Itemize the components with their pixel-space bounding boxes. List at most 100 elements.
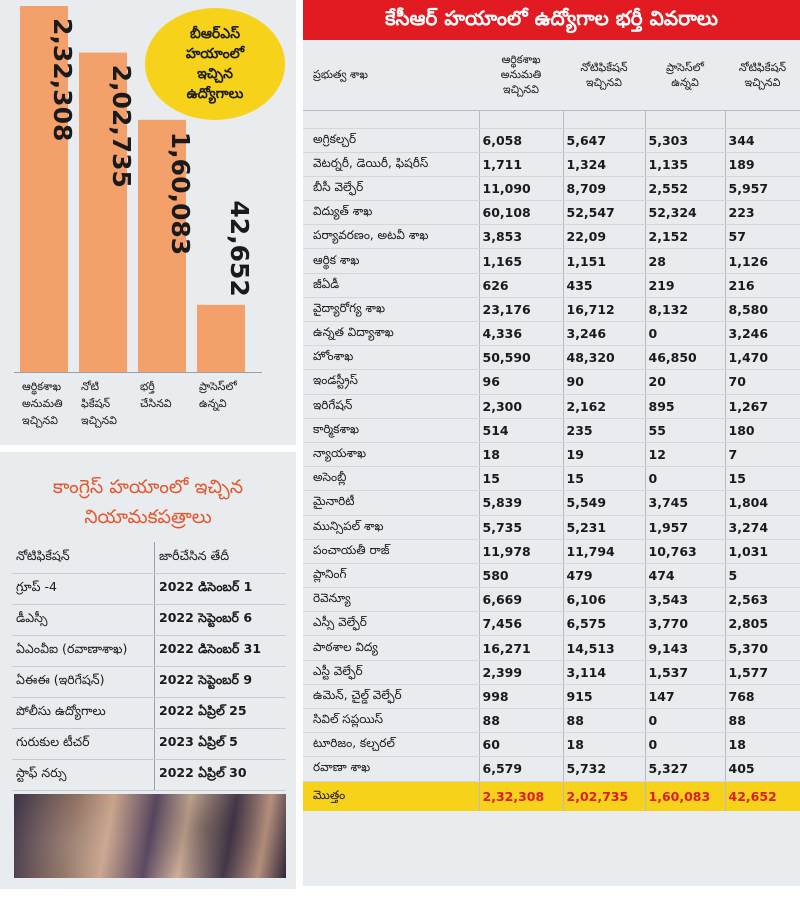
notified-cell: 14,513 [562, 635, 645, 661]
congress-header-row: నోటిఫికేషన్ జారీచేసిన తేదీ [12, 542, 286, 574]
congress-date: 2022 సెప్టెంబర్ 9 [154, 666, 286, 698]
brs-bubble: బీఆర్ఎస్ హయాంలో ఇచ్చిన ఉద్యోగాలు [145, 8, 285, 120]
department-name-cell: కార్మికశాఖ [303, 418, 479, 443]
congress-row: డీఎస్సీ 2022 సెప్టెంబర్ 6 [12, 604, 286, 636]
finance-approved-cell: 2,300 [478, 394, 563, 419]
notified-cell: 15 [562, 466, 645, 492]
notified-cell: 5,231 [562, 515, 645, 540]
finance-approved-cell: 11,090 [478, 176, 563, 202]
in-process-cell: 0 [644, 321, 725, 347]
department-name-cell: పాఠశాల విద్య [303, 635, 479, 661]
table-row: పాఠశాల విద్య 16,271 14,513 9,143 5,370 [303, 635, 800, 661]
table-row: అసెంబ్లీ 15 15 0 15 [303, 466, 800, 492]
congress-panel: కాంగ్రెస్ హయాంలో ఇచ్చిన నియామకపత్రాలు నో… [0, 452, 296, 889]
finance-approved-cell: 1,165 [478, 248, 563, 274]
notified-cell: 5,647 [562, 128, 645, 153]
in-process-cell: 1,957 [644, 515, 725, 540]
in-process-cell: 2,552 [644, 176, 725, 202]
finance-approved-cell: 11,978 [478, 539, 563, 564]
table-row: ప్లానింగ్ 580 479 474 5 [303, 563, 800, 589]
notified-2-cell: 1,804 [724, 490, 800, 516]
congress-notification: పోలీసు ఉద్యోగాలు [12, 697, 155, 729]
notified-cell: 16,712 [562, 297, 645, 323]
congress-notification: డీఎస్సీ [12, 604, 155, 636]
notified-2-cell: 216 [724, 273, 800, 298]
notified-cell: 2,162 [562, 394, 645, 419]
in-process-cell: 2,152 [644, 224, 725, 250]
congress-date: 2022 డిసెంబర్ 31 [154, 635, 286, 667]
finance-approved-cell: 626 [478, 273, 563, 298]
department-name-cell: వైద్యారోగ్య శాఖ [303, 297, 479, 323]
total-row: మొత్తం 2,32,308 2,02,735 1,60,083 42,652 [303, 781, 800, 812]
in-process-cell: 3,543 [644, 587, 725, 613]
notified-cell: 52,547 [562, 200, 645, 226]
header-notified-2: నోటిఫికేషన్ ఇచ్చినవి [725, 40, 800, 111]
table-row: పంచాయతీ రాజ్ 11,978 11,794 10,763 1,031 [303, 539, 800, 564]
table-row: అగ్రికల్చర్ 6,058 5,647 5,303 344 [303, 128, 800, 153]
category-label: ఇచ్చినవి [81, 414, 117, 428]
notified-2-cell: 8,580 [724, 297, 800, 323]
notified-2-cell: 344 [724, 128, 800, 153]
notified-cell: 90 [562, 369, 645, 395]
congress-row: ఏఈఈ (ఇరిగేషన్) 2022 సెప్టెంబర్ 9 [12, 666, 286, 698]
in-process-cell: 1,537 [644, 660, 725, 685]
department-name-cell: ఆర్థిక శాఖ [303, 248, 479, 274]
department-name-cell: వెటర్నరీ, డెయిరీ, ఫిషరీస్ [303, 152, 479, 177]
notified-2-cell: 7 [724, 442, 800, 468]
congress-title: కాంగ్రెస్ హయాంలో ఇచ్చిన నియామకపత్రాలు [52, 476, 244, 528]
bar-3 [197, 304, 245, 372]
table-row: ఇరిగేషన్ 2,300 2,162 895 1,267 [303, 394, 800, 419]
finance-approved-cell: 7,456 [478, 611, 563, 637]
finance-approved-cell: 15 [478, 466, 563, 492]
department-name-cell: ఉమెన్, చైల్డ్ వెల్ఫేర్ [303, 684, 479, 710]
category-label: అనుమతి [22, 397, 63, 410]
congress-header-date: జారీచేసిన తేదీ [154, 542, 286, 574]
notified-2-cell: 768 [724, 684, 800, 710]
finance-approved-cell: 514 [478, 418, 563, 443]
finance-approved-cell: 998 [478, 684, 563, 710]
department-name-cell: మున్సిపల్ శాఖ [303, 515, 479, 540]
category-label: ఆర్థికశాఖ [22, 380, 61, 396]
table-row: హోంశాఖ 50,590 48,320 46,850 1,470 [303, 345, 800, 371]
finance-approved-cell: 3,853 [478, 224, 563, 250]
category-label: ఇచ్చినవి [22, 414, 58, 428]
in-process-cell: 474 [644, 563, 725, 589]
table-header-row: ప్రభుత్వ శాఖ ఆర్థికశాఖ అనుమతి ఇచ్చినవి న… [303, 40, 800, 111]
table-row: ఎస్సీ వెల్ఫేర్ 7,456 6,575 3,770 2,805 [303, 611, 800, 637]
congress-row: గురుకుల టీచర్ 2023 ఏప్రిల్ 5 [12, 728, 286, 760]
department-name-cell: ఎస్సీ వెల్ఫేర్ [303, 611, 479, 637]
in-process-cell: 55 [644, 418, 725, 443]
bar-value-label: 42,652 [225, 200, 254, 296]
table-row: టూరిజం, కల్చరల్ 60 18 0 18 [303, 732, 800, 758]
congress-table: నోటిఫికేషన్ జారీచేసిన తేదీ గ్రూప్ -4 2022… [12, 542, 286, 791]
table-row: విద్యుత్ శాఖ 60,108 52,547 52,324 223 [303, 200, 800, 226]
notified-cell: 8,709 [562, 176, 645, 202]
notified-2-cell: 3,274 [724, 515, 800, 540]
table-row: కార్మికశాఖ 514 235 55 180 [303, 418, 800, 443]
department-name-cell: సివిల్ సప్లయిస్ [303, 708, 479, 734]
notified-cell: 435 [562, 273, 645, 298]
in-process-cell: 1,135 [644, 152, 725, 177]
department-name-cell: అసెంబ్లీ [303, 466, 479, 492]
in-process-cell: 28 [644, 248, 725, 274]
notified-2-cell: 180 [724, 418, 800, 443]
in-process-cell: 5,327 [644, 756, 725, 782]
in-process-cell: 147 [644, 684, 725, 710]
bar-1 [79, 52, 127, 372]
bubble-text: బీఆర్ఎస్ హయాంలో ఇచ్చిన ఉద్యోగాలు [185, 26, 245, 102]
finance-approved-cell: 2,399 [478, 660, 563, 685]
total-notified: 2,02,735 [562, 781, 645, 812]
in-process-cell: 0 [644, 732, 725, 758]
table-row: ఆర్థిక శాఖ 1,165 1,151 28 1,126 [303, 248, 800, 274]
recruitment-table-panel: కేసీఆర్ హయాంలో ఉద్యోగాల భర్తీ వివరాలు ప్… [303, 0, 800, 899]
notified-2-cell: 5 [724, 563, 800, 589]
finance-approved-cell: 6,579 [478, 756, 563, 782]
category-label: భర్తీ [140, 380, 155, 394]
congress-row: గ్రూప్ -4 2022 డిసెంబర్ 1 [12, 573, 286, 605]
finance-approved-cell: 6,058 [478, 128, 563, 153]
in-process-cell: 5,303 [644, 128, 725, 153]
header-department: ప్రభుత్వ శాఖ [303, 40, 479, 111]
notified-2-cell: 70 [724, 369, 800, 395]
in-process-cell: 0 [644, 708, 725, 734]
table-row: ఇండస్ట్రీస్ 96 90 20 70 [303, 369, 800, 395]
